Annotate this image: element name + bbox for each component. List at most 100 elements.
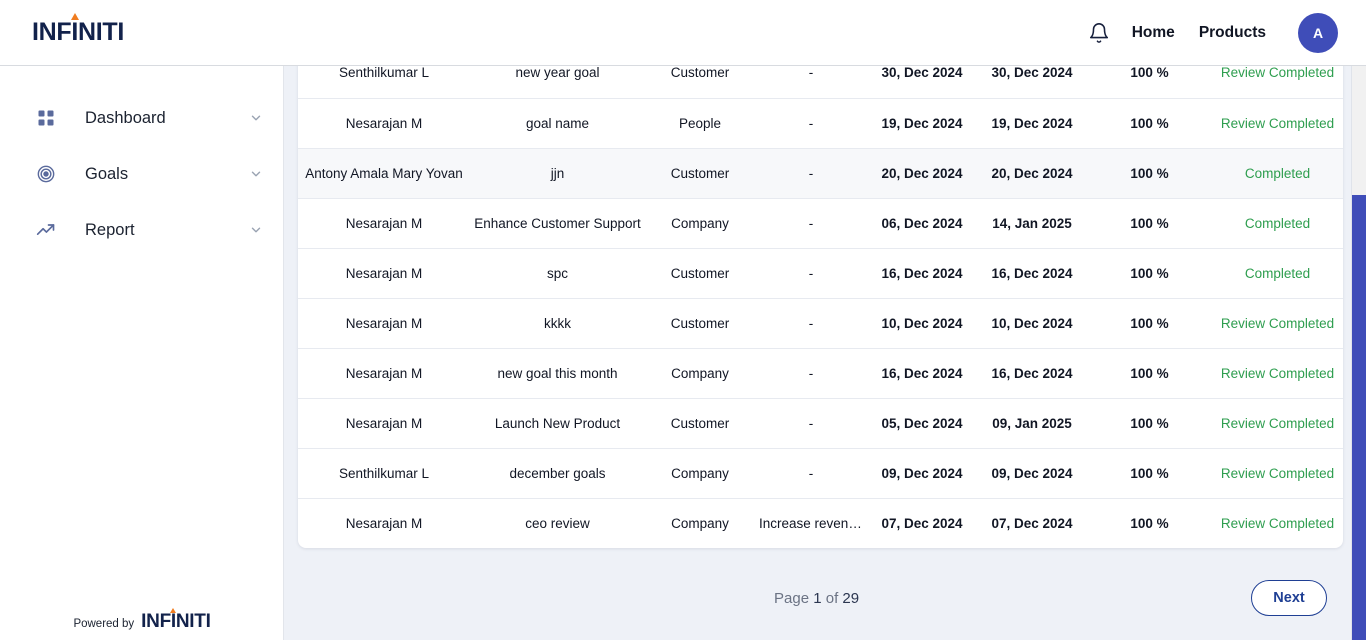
cell-type: Customer xyxy=(670,165,730,181)
cell-end-date: 10, Dec 2024 xyxy=(991,315,1073,331)
pagination-bar: Page 1 of 29 Next xyxy=(298,562,1343,634)
table-row[interactable]: Nesarajan M kkkk Customer - 10, Dec 2024 10, … xyxy=(298,298,1343,348)
cell-name: Nesarajan M xyxy=(345,215,423,231)
cell-name: Nesarajan M xyxy=(345,515,423,531)
total-pages-number: 29 xyxy=(842,589,860,607)
sidebar-item-report[interactable]: Report xyxy=(0,207,283,253)
cell-goal: december goals xyxy=(509,465,606,481)
cell-type: Customer xyxy=(670,66,730,81)
cell-start-date: 30, Dec 2024 xyxy=(881,66,963,81)
cell-name: Antony Amala Mary Yovan xyxy=(305,165,463,181)
cell-type: Customer xyxy=(670,265,730,281)
logo-orange-dot-icon xyxy=(70,13,79,20)
cell-type: Customer xyxy=(670,315,730,331)
goals-table: Senthilkumar L new year goal Customer - 30, … xyxy=(298,66,1343,548)
table-row[interactable]: Nesarajan M Launch New Product Customer - 05… xyxy=(298,398,1343,448)
cell-type: Customer xyxy=(670,415,730,431)
cell-progress: 100 % xyxy=(1130,465,1169,481)
cell-type: Company xyxy=(671,365,729,381)
cell-status: Review Completed xyxy=(1220,515,1335,531)
vertical-scrollbar-thumb[interactable] xyxy=(1352,195,1366,640)
cell-status: Completed xyxy=(1244,165,1311,181)
table-row[interactable]: Antony Amala Mary Yovan jjn Customer - 20, D… xyxy=(298,148,1343,198)
cell-progress: 100 % xyxy=(1130,115,1169,131)
cell-type: Company xyxy=(671,465,729,481)
chevron-down-icon xyxy=(251,115,261,121)
table-row[interactable]: Nesarajan M Enhance Customer Support Compa… xyxy=(298,198,1343,248)
cell-status: Review Completed xyxy=(1220,465,1335,481)
table-row[interactable]: Senthilkumar L december goals Company - 09, … xyxy=(298,448,1343,498)
trending-up-icon xyxy=(36,224,55,235)
vertical-scrollbar-track[interactable] xyxy=(1352,66,1366,640)
footer-logo-part-1: INF xyxy=(141,611,171,632)
nav-link-home[interactable]: Home xyxy=(1131,23,1175,41)
cell-end-date: 14, Jan 2025 xyxy=(992,215,1072,231)
cell-progress: 100 % xyxy=(1130,315,1169,331)
cell-start-date: 16, Dec 2024 xyxy=(881,365,963,381)
table-row[interactable]: Nesarajan M spc Customer - 16, Dec 2024 16, D… xyxy=(298,248,1343,298)
sidebar-item-goals[interactable]: Goals xyxy=(0,151,283,197)
cell-start-date: 05, Dec 2024 xyxy=(881,415,963,431)
logo-text-part-1: INF xyxy=(32,18,72,46)
cell-progress: 100 % xyxy=(1130,365,1169,381)
cell-start-date: 19, Dec 2024 xyxy=(881,115,963,131)
cell-name: Senthilkumar L xyxy=(338,465,430,481)
target-icon xyxy=(37,165,55,183)
cell-objective: - xyxy=(808,415,814,431)
cell-status: Completed xyxy=(1244,265,1311,281)
cell-name: Nesarajan M xyxy=(345,315,423,331)
footer-logo-i-letter: I xyxy=(170,611,176,632)
cell-status: Review Completed xyxy=(1220,365,1335,381)
logo-dotted-i: I xyxy=(70,13,79,47)
cell-end-date: 09, Jan 2025 xyxy=(992,415,1072,431)
cell-name: Senthilkumar L xyxy=(338,66,430,81)
infiniti-logo[interactable]: INF I NITI xyxy=(32,13,125,47)
cell-progress: 100 % xyxy=(1130,165,1169,181)
cell-status: Review Completed xyxy=(1220,66,1335,81)
logo-text-part-2: NITI xyxy=(78,18,125,46)
page-word: Page xyxy=(774,589,810,607)
cell-progress: 100 % xyxy=(1130,415,1169,431)
cell-objective: - xyxy=(808,365,814,381)
cell-start-date: 09, Dec 2024 xyxy=(881,465,963,481)
sidebar-item-label: Dashboard xyxy=(85,108,166,127)
table-row[interactable]: Senthilkumar L new year goal Customer - 30, … xyxy=(298,66,1343,98)
footer-logo-orange-dot-icon xyxy=(170,608,177,613)
cell-end-date: 16, Dec 2024 xyxy=(991,365,1073,381)
cell-end-date: 30, Dec 2024 xyxy=(991,66,1073,81)
cell-end-date: 09, Dec 2024 xyxy=(991,465,1073,481)
sidebar-item-label: Report xyxy=(85,220,135,239)
scrollbar-separator xyxy=(1351,66,1352,640)
cell-objective: - xyxy=(808,215,814,231)
goals-table-card: Senthilkumar L new year goal Customer - 30, … xyxy=(298,66,1343,548)
cell-name: Nesarajan M xyxy=(345,115,423,131)
nav-link-products[interactable]: Products xyxy=(1198,23,1266,41)
logo-i-letter: I xyxy=(71,18,79,46)
user-avatar[interactable]: A xyxy=(1298,12,1338,53)
cell-status: Review Completed xyxy=(1220,115,1335,131)
sidebar-footer-branding: Powered by INF I NITI xyxy=(0,608,284,633)
table-row[interactable]: Nesarajan M new goal this month Company - 16… xyxy=(298,348,1343,398)
sidebar: Dashboard Goals Report xyxy=(0,66,284,640)
chevron-down-icon xyxy=(251,227,261,233)
cell-end-date: 16, Dec 2024 xyxy=(991,265,1073,281)
cell-start-date: 20, Dec 2024 xyxy=(881,165,963,181)
cell-objective: - xyxy=(808,66,814,81)
cell-progress: 100 % xyxy=(1130,265,1169,281)
cell-type: Company xyxy=(671,515,729,531)
table-row[interactable]: Nesarajan M ceo review Company Increase rev… xyxy=(298,498,1343,548)
cell-goal: kkkk xyxy=(544,315,571,331)
cell-end-date: 19, Dec 2024 xyxy=(991,115,1073,131)
next-page-button[interactable]: Next xyxy=(1251,580,1327,616)
main-content-area: Senthilkumar L new year goal Customer - 30, … xyxy=(284,66,1366,640)
sidebar-item-dashboard[interactable]: Dashboard xyxy=(0,95,283,141)
cell-start-date: 10, Dec 2024 xyxy=(881,315,963,331)
cell-objective: - xyxy=(808,115,814,131)
powered-by-label: Powered by xyxy=(73,618,135,630)
cell-goal: goal name xyxy=(525,115,590,131)
cell-objective: - xyxy=(808,265,814,281)
notifications-bell-button[interactable] xyxy=(1088,22,1110,44)
cell-goal: Launch New Product xyxy=(494,415,621,431)
cell-name: Nesarajan M xyxy=(345,265,423,281)
table-row[interactable]: Nesarajan M goal name People - 19, Dec 2024 1… xyxy=(298,98,1343,148)
